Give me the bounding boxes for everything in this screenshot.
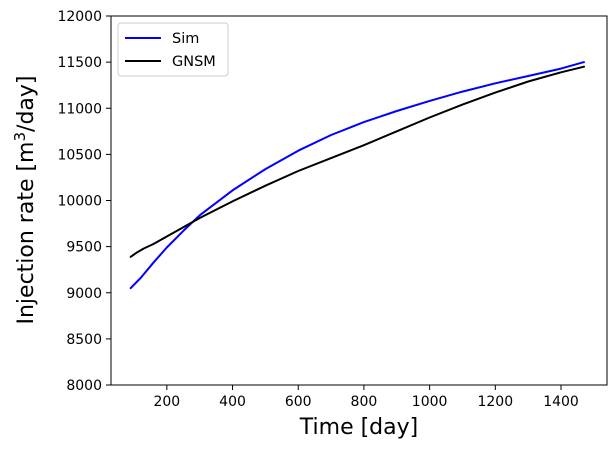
legend-label-sim: Sim — [172, 31, 199, 47]
x-tick-label: 600 — [285, 394, 312, 410]
x-tick-label: 1200 — [477, 394, 513, 410]
y-axis-label: Injection rate [m3/day] — [11, 75, 39, 324]
x-tick-label: 400 — [219, 394, 246, 410]
x-tick-label: 800 — [351, 394, 378, 410]
x-axis-label: Time [day] — [299, 415, 418, 440]
y-tick-label: 10500 — [57, 147, 102, 163]
y-tick-label: 9000 — [66, 286, 102, 302]
x-tick-label: 200 — [153, 394, 180, 410]
y-tick-label: 10000 — [57, 194, 102, 210]
legend-label-gnsm: GNSM — [172, 54, 216, 70]
y-tick-label: 9500 — [66, 240, 102, 256]
y-tick-label: 11000 — [57, 101, 102, 117]
x-tick-label: 1400 — [543, 394, 579, 410]
x-tick-label: 1000 — [412, 394, 448, 410]
legend-box — [117, 22, 229, 77]
y-tick-label: 11500 — [57, 55, 102, 71]
series-line-sim — [129, 61, 585, 290]
y-tick-label: 12000 — [57, 9, 102, 25]
legend: Sim GNSM — [117, 22, 229, 77]
series-line-gnsm — [129, 65, 585, 258]
y-tick-label: 8500 — [66, 332, 102, 348]
y-tick-label: 8000 — [66, 378, 102, 394]
